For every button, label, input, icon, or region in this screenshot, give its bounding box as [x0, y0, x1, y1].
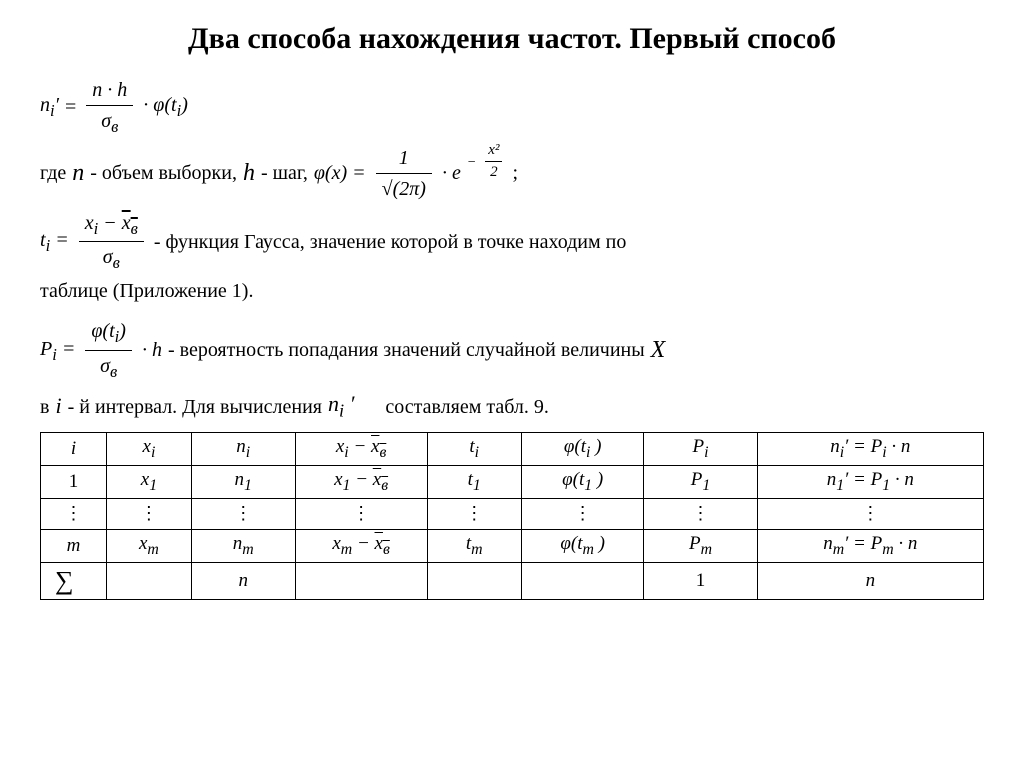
formula-ni: ni′ = n · h σв · φ(ti): [40, 76, 984, 138]
th-phi: φ(ti ): [521, 433, 644, 466]
f1-frac: n · h σв: [86, 76, 133, 138]
th-last: ni′ = Pi · n: [757, 433, 983, 466]
f1-tail: · φ(ti): [143, 91, 188, 122]
pi-lhs: Pi =: [40, 335, 75, 366]
f1-lhs: ni′: [40, 91, 59, 122]
sym-n: n: [72, 157, 84, 191]
th-diff: xi − xв: [295, 433, 427, 466]
interval-prefix: в: [40, 393, 49, 421]
pi-frac: φ(ti) σв: [85, 317, 132, 383]
table-header-row: i xi ni xi − xв ti φ(ti ) Pi ni′ = Pi · …: [41, 433, 984, 466]
semicolon: ;: [512, 159, 518, 187]
where-line: где n - объем выборки, h - шаг, φ(x) = 1…: [40, 144, 984, 203]
th-xi: xi: [107, 433, 192, 466]
ti-text: - функция Гаусса, значение которой в точ…: [154, 228, 627, 256]
ti-line: ti = xi − xв σв - функция Гаусса, значен…: [40, 209, 984, 275]
ti-lhs: ti =: [40, 226, 69, 257]
pi-line: Pi = φ(ti) σв · h - вероятность попадани…: [40, 317, 984, 383]
ti-frac: xi − xв σв: [79, 209, 144, 275]
sym-h: h: [243, 157, 255, 191]
table-row-sum: ∑ n 1 n: [41, 562, 984, 599]
table-row: m xm nm xm − xв tm φ(tm ) Pm nm′ = Pm · …: [41, 529, 984, 562]
frequency-table: i xi ni xi − xв ti φ(ti ) Pi ni′ = Pi · …: [40, 432, 984, 599]
h-text: - шаг,: [261, 159, 308, 187]
table-ref-text: таблице (Приложение 1).: [40, 280, 984, 303]
where-prefix: где: [40, 159, 66, 187]
sym-ni-prime: ni ′: [328, 389, 354, 424]
interval-tail: составляем табл. 9.: [360, 393, 549, 421]
phi-e: · e: [442, 159, 461, 187]
phi-frac: 1 √(2π): [376, 144, 432, 203]
th-pi: Pi: [644, 433, 757, 466]
th-ti: ti: [427, 433, 521, 466]
pi-tail: · h: [142, 336, 162, 364]
sym-i: i: [55, 391, 61, 422]
interval-line: в i - й интервал. Для вычисления ni ′ со…: [40, 389, 984, 424]
phi-lhs: φ(x) =: [314, 159, 366, 187]
table-row: 1 x1 n1 x1 − xв t1 φ(t1 ) P1 n1′ = P1 · …: [41, 465, 984, 498]
page-title: Два способа нахождения частот. Первый сп…: [40, 20, 984, 58]
th-ni: ni: [191, 433, 295, 466]
phi-exponent: − x² 2: [467, 140, 507, 183]
n-text: - объем выборки,: [90, 159, 237, 187]
table-row-dots: ⋮ ⋮ ⋮ ⋮ ⋮ ⋮ ⋮ ⋮: [41, 498, 984, 529]
interval-mid: - й интервал. Для вычисления: [68, 393, 322, 421]
pi-text: - вероятность попадания значений случайн…: [168, 336, 645, 364]
sym-X: X: [651, 334, 666, 368]
th-i: i: [41, 433, 107, 466]
